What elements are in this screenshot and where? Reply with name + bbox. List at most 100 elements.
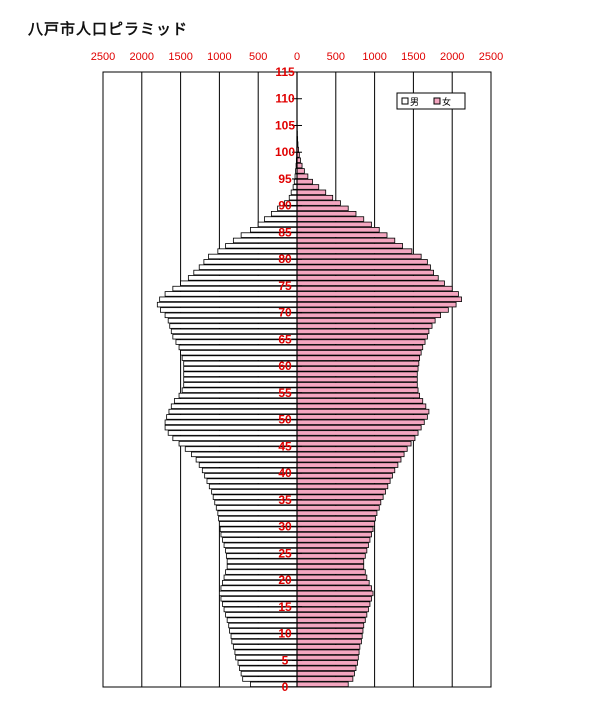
y-tick-label: 80 (278, 252, 292, 266)
bar-male-age-47 (167, 430, 298, 436)
bar-female-age-61 (296, 355, 421, 361)
bar-female-age-82 (296, 243, 403, 249)
bar-female-age-9 (296, 633, 363, 639)
bar-male-age-57 (183, 376, 298, 383)
bar-female-age-89 (296, 205, 349, 212)
y-tick-label: 55 (278, 386, 292, 400)
bar-female-age-26 (296, 542, 369, 549)
bar-female-age-44 (296, 446, 408, 452)
bar-male-age-2 (240, 670, 298, 677)
legend-box (396, 92, 466, 110)
bar-female-age-86 (296, 221, 372, 228)
y-tick-label: 110 (275, 92, 295, 106)
bar-female-age-7 (296, 644, 361, 650)
x-tick-label: 2500 (479, 51, 503, 63)
x-tick-label: 1000 (207, 51, 231, 63)
bar-female-age-53 (296, 398, 424, 404)
bar-female-age-45 (296, 440, 412, 447)
y-tick-label: 115 (275, 65, 295, 79)
y-tick-label: 30 (278, 520, 292, 534)
bar-female-age-97 (296, 162, 303, 169)
bar-female-age-14 (296, 606, 369, 613)
bar-female-age-21 (296, 569, 366, 575)
bar-female-age-20 (296, 574, 368, 581)
bar-female-age-37 (296, 483, 389, 490)
bar-female-age-29 (296, 526, 374, 532)
x-tick-label: 500 (249, 51, 267, 63)
bar-female-age-68 (296, 317, 436, 324)
bar-female-age-58 (296, 371, 418, 377)
bar-female-age-22 (296, 563, 365, 570)
bar-female-age-69 (296, 312, 441, 319)
bar-male-age-72 (159, 296, 298, 303)
bars-group (156, 93, 462, 688)
y-tick-label: 40 (278, 466, 292, 480)
y-tick-label: 105 (275, 118, 295, 132)
bar-male-age-62 (180, 350, 298, 356)
bar-female-age-51 (296, 408, 430, 415)
y-tick-labels: 0 5 10 15 20 25 30 35 40 45 50 55 60 65 70 75 80 85 90 95 10… (275, 65, 295, 694)
bar-female-age-43 (296, 451, 405, 458)
bar-male-age-69 (164, 312, 298, 319)
bar-female-age-72 (296, 296, 462, 303)
bar-male-age-32 (217, 510, 298, 516)
y-tick-label: 65 (278, 332, 292, 346)
bar-female-age-88 (296, 210, 357, 217)
bar-female-age-57 (296, 376, 418, 383)
bar-female-age-60 (296, 360, 420, 367)
chart-title: 八戸市人口ピラミッド (28, 20, 189, 38)
bar-female-age-95 (296, 173, 309, 180)
bar-female-age-71 (296, 301, 457, 308)
bar-female-age-18 (296, 585, 372, 591)
bar-female-age-35 (296, 494, 384, 500)
bar-female-age-94 (296, 178, 313, 185)
y-tick-label: 95 (278, 172, 292, 186)
bar-female-age-0 (296, 681, 349, 688)
legend-label-male: 男 (410, 97, 419, 108)
bar-female-age-34 (296, 499, 382, 506)
bar-female-age-36 (296, 489, 386, 495)
bar-female-age-93 (296, 184, 320, 190)
bar-male-age-73 (164, 291, 298, 297)
bar-female-age-73 (296, 291, 459, 297)
bar-male-age-82 (225, 243, 298, 249)
bar-female-age-63 (296, 344, 424, 351)
bar-female-age-17 (296, 590, 374, 597)
bar-male-age-22 (226, 563, 298, 570)
bar-female-age-6 (296, 649, 360, 655)
x-tick-label: 0 (294, 51, 300, 63)
bar-female-age-70 (296, 307, 449, 313)
bar-male-age-67 (169, 323, 298, 329)
bar-female-age-12 (296, 617, 366, 623)
legend-label-female: 女 (442, 96, 451, 108)
y-tick-label: 35 (278, 493, 292, 507)
bar-female-age-38 (296, 478, 391, 484)
bar-male-age-52 (170, 403, 298, 409)
bar-male-age-48 (164, 424, 298, 431)
y-tick-label: 25 (278, 546, 292, 560)
bar-male-age-7 (232, 644, 298, 650)
bar-female-age-77 (296, 269, 434, 276)
bar-female-age-55 (296, 387, 419, 393)
bar-female-age-62 (296, 350, 422, 356)
bar-female-age-10 (296, 628, 364, 634)
bar-male-age-71 (156, 301, 298, 308)
bar-male-age-87 (264, 216, 298, 222)
bar-female-age-31 (296, 515, 376, 522)
x-tick-label: 500 (327, 51, 345, 63)
bar-female-age-75 (296, 280, 445, 286)
bar-female-age-4 (296, 660, 358, 666)
y-tick-label: 100 (275, 145, 295, 159)
bar-female-age-76 (296, 275, 439, 281)
bar-female-age-66 (296, 328, 430, 335)
y-tick-label: 60 (278, 359, 292, 373)
bar-male-age-27 (222, 537, 298, 543)
bar-female-age-67 (296, 323, 433, 329)
bar-female-age-79 (296, 259, 428, 265)
bar-female-age-64 (296, 339, 426, 345)
x-tick-labels: 2500 2000 1500 1000 500 0 500 1000 1500 2000 2500 (91, 51, 503, 63)
bar-female-age-74 (296, 285, 453, 292)
bar-female-age-78 (296, 264, 431, 270)
y-tick-label: 50 (278, 413, 292, 427)
bar-male-age-49 (164, 419, 298, 426)
